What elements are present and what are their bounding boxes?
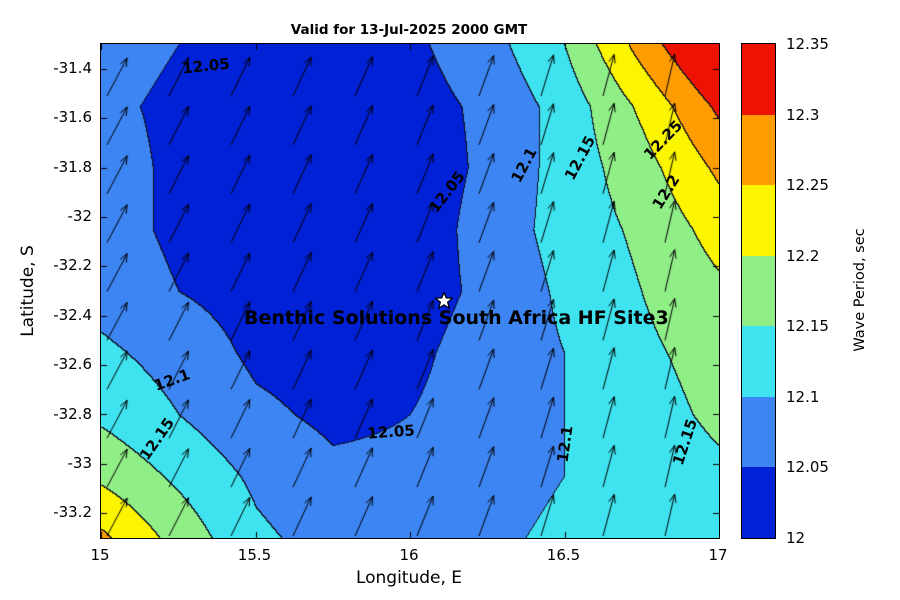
y-tick-label: -33.2 (53, 503, 92, 522)
colorbar-tick-label: 12.35 (786, 35, 829, 53)
site-label: Benthic Solutions South Africa HF Site3 (243, 307, 669, 330)
x-axis-label: Longitude, E (355, 568, 463, 588)
colorbar-segment (742, 114, 775, 186)
colorbar-tick-label: 12.25 (786, 176, 829, 195)
colorbar-segment (742, 255, 775, 327)
colorbar-label: Wave Period, sec (852, 228, 868, 352)
contour-quiver-canvas (101, 44, 719, 538)
colorbar-segment (742, 44, 775, 115)
y-tick-label: -32.2 (53, 256, 92, 275)
y-tick-label: -32.8 (53, 404, 92, 423)
x-tick-label: 17 (708, 546, 728, 564)
y-tick-label: -33 (67, 453, 93, 472)
x-tick-label: 15 (90, 546, 110, 564)
colorbar-tick-label: 12.15 (786, 317, 829, 336)
colorbar-segment (742, 396, 775, 468)
colorbar-segment (742, 185, 775, 256)
x-tick-label: 16.5 (546, 546, 581, 564)
colorbar-segment (742, 326, 775, 397)
colorbar (741, 43, 776, 539)
colorbar-tick-label: 12 (786, 529, 806, 547)
y-tick-label: -32.4 (53, 305, 92, 324)
y-tick-label: -32.6 (53, 355, 92, 374)
x-tick-label: 16 (399, 546, 419, 564)
y-tick-label: -31.4 (53, 58, 92, 77)
x-tick-label: 15.5 (237, 546, 272, 564)
colorbar-segment (742, 467, 775, 539)
colorbar-tick-label: 12.3 (786, 105, 820, 124)
y-tick-label: -31.8 (53, 157, 92, 176)
y-tick-label: -31.6 (53, 108, 92, 127)
site-star-icon (434, 291, 453, 310)
colorbar-tick-label: 12.1 (786, 387, 820, 406)
y-tick-label: -32 (67, 206, 93, 225)
plot-title: Valid for 13-Jul-2025 2000 GMT (290, 22, 528, 38)
colorbar-tick-label: 12.05 (786, 458, 829, 477)
colorbar-tick-label: 12.2 (786, 246, 820, 265)
plot-area: 12.05 12.05 12.1 12.15 12.25 12.2 12.1 12.15 12.… (100, 43, 720, 539)
